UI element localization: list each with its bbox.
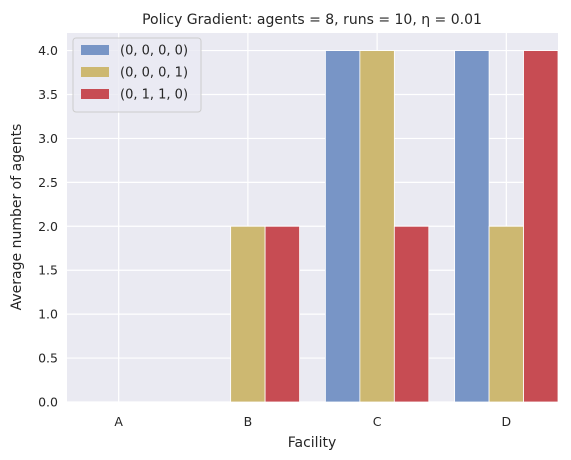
y-tick-label: 2.0 <box>38 219 58 234</box>
y-tick-label: 1.0 <box>38 307 58 322</box>
bar-D-series-0 <box>454 50 490 403</box>
bar-D-series-2 <box>523 50 559 403</box>
legend-swatch <box>81 67 109 77</box>
y-tick-label: 0.5 <box>38 351 58 366</box>
y-tick-label: 3.5 <box>38 87 58 102</box>
x-tick-label: A <box>114 414 123 429</box>
legend: (0, 0, 0, 0) (0, 0, 0, 1) (0, 1, 1, 0) <box>72 37 202 113</box>
y-tick-label: 4.0 <box>38 43 58 58</box>
bar-D-series-1 <box>488 225 524 403</box>
bar-C-series-2 <box>393 225 430 403</box>
x-tick-label: D <box>501 414 511 429</box>
y-axis-ticks: 0.0 0.5 1.0 1.5 2.0 2.5 3.0 3.5 4.0 <box>38 43 58 409</box>
x-tick-label: C <box>373 414 382 429</box>
legend-label: (0, 1, 1, 0) <box>120 88 188 103</box>
bar-B-series-1 <box>230 225 266 403</box>
legend-swatch <box>81 45 109 55</box>
bar-C-series-0 <box>325 50 361 403</box>
bar-C-series-1 <box>359 50 395 403</box>
y-tick-label: 2.5 <box>38 175 58 190</box>
y-tick-label: 1.5 <box>38 263 58 278</box>
bar-B-series-2 <box>264 225 300 403</box>
y-tick-label: 3.0 <box>38 131 58 146</box>
x-axis-ticks: A B C D <box>114 414 511 429</box>
bars <box>230 50 559 403</box>
chart-title: Policy Gradient: agents = 8, runs = 10, … <box>142 12 482 28</box>
x-tick-label: B <box>244 414 253 429</box>
y-tick-label: 0.0 <box>38 395 58 410</box>
y-axis-label: Average number of agents <box>9 124 25 311</box>
x-axis-label: Facility <box>288 435 337 451</box>
legend-label: (0, 0, 0, 0) <box>120 44 188 59</box>
legend-swatch <box>81 89 109 99</box>
legend-label: (0, 0, 0, 1) <box>120 66 188 81</box>
